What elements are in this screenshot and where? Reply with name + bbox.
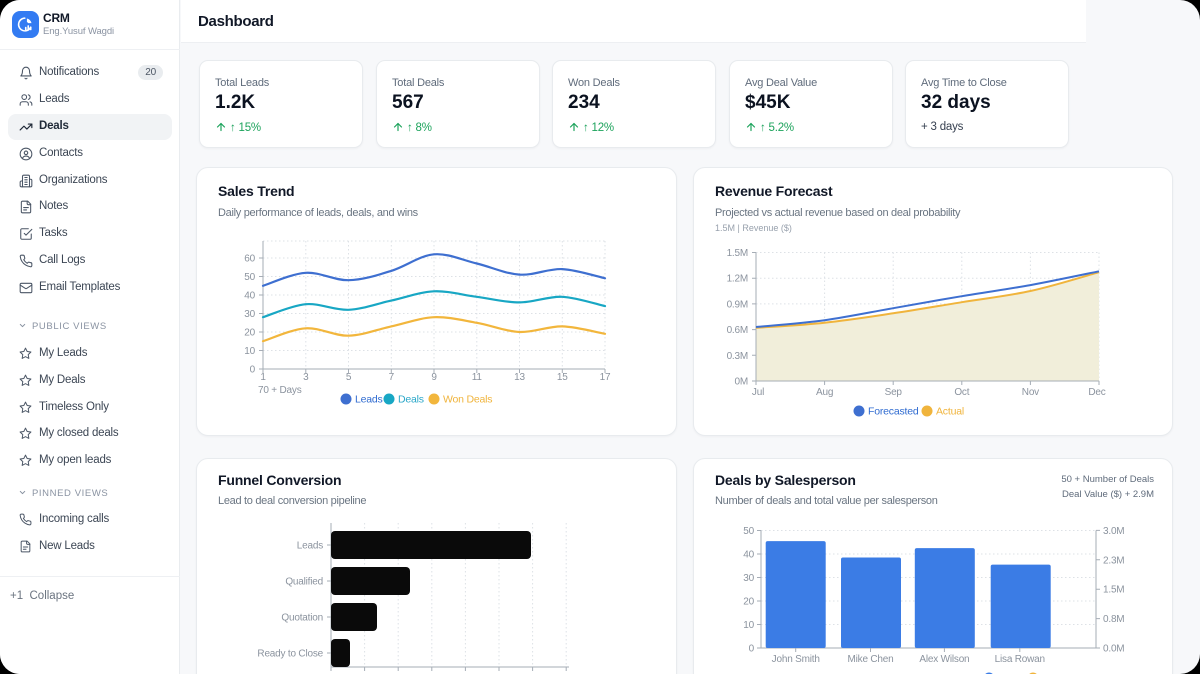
svg-text:Mike Chen: Mike Chen (848, 654, 894, 665)
svg-text:Ready to Close: Ready to Close (257, 649, 323, 660)
svg-text:Quotation: Quotation (281, 613, 323, 624)
svg-text:Alex Wilson: Alex Wilson (919, 654, 969, 665)
svg-text:7: 7 (389, 372, 395, 383)
svg-text:Qualified: Qualified (285, 577, 323, 588)
svg-text:3.0M: 3.0M (1103, 526, 1124, 537)
svg-text:Leads: Leads (355, 394, 383, 406)
svg-text:0.3M: 0.3M (727, 351, 748, 362)
svg-text:20: 20 (743, 597, 754, 608)
svg-text:Forecasted: Forecasted (868, 406, 919, 418)
svg-text:1.5M: 1.5M (727, 248, 748, 259)
svg-text:2.3M: 2.3M (1103, 555, 1124, 566)
svg-text:0.9M: 0.9M (727, 299, 748, 310)
svg-text:40: 40 (244, 291, 255, 302)
svg-text:40: 40 (743, 550, 754, 561)
svg-text:0: 0 (749, 644, 755, 655)
svg-text:Aug: Aug (816, 387, 833, 398)
svg-text:Leads: Leads (297, 541, 323, 552)
svg-text:Lisa Rowan: Lisa Rowan (995, 654, 1045, 665)
svg-text:11: 11 (472, 372, 483, 383)
svg-text:0.8M: 0.8M (1103, 614, 1124, 625)
svg-text:50: 50 (244, 272, 255, 283)
svg-text:17: 17 (600, 372, 611, 383)
svg-text:10: 10 (743, 620, 754, 631)
svg-text:30: 30 (743, 573, 754, 584)
svg-text:0.6M: 0.6M (727, 325, 748, 336)
svg-text:Actual: Actual (936, 406, 964, 418)
svg-text:70 + Days: 70 + Days (258, 385, 302, 396)
svg-text:Deals: Deals (998, 673, 1024, 674)
svg-text:30: 30 (244, 309, 255, 320)
svg-text:John Smith: John Smith (772, 654, 820, 665)
svg-text:15: 15 (557, 372, 568, 383)
svg-text:Won Deals: Won Deals (443, 394, 492, 406)
svg-text:50: 50 (743, 526, 754, 537)
svg-text:13: 13 (514, 372, 525, 383)
svg-text:10: 10 (244, 346, 255, 357)
svg-text:60: 60 (244, 254, 255, 265)
svg-text:1: 1 (260, 372, 266, 383)
svg-text:Nov: Nov (1022, 387, 1039, 398)
svg-text:Sep: Sep (885, 387, 903, 398)
svg-text:Value: Value (1042, 673, 1067, 674)
svg-text:20: 20 (244, 328, 255, 339)
svg-text:0M: 0M (735, 377, 749, 388)
svg-text:0: 0 (250, 365, 256, 376)
svg-text:1.5M: 1.5M (1103, 585, 1124, 596)
svg-text:0.0M: 0.0M (1103, 644, 1124, 655)
svg-text:3: 3 (303, 372, 309, 383)
svg-text:Dec: Dec (1088, 387, 1105, 398)
svg-text:Jul: Jul (752, 387, 764, 398)
svg-text:Deals: Deals (398, 394, 424, 406)
svg-text:1.2M: 1.2M (727, 274, 748, 285)
svg-text:5: 5 (346, 372, 352, 383)
svg-text:9: 9 (431, 372, 437, 383)
svg-text:Oct: Oct (954, 387, 969, 398)
